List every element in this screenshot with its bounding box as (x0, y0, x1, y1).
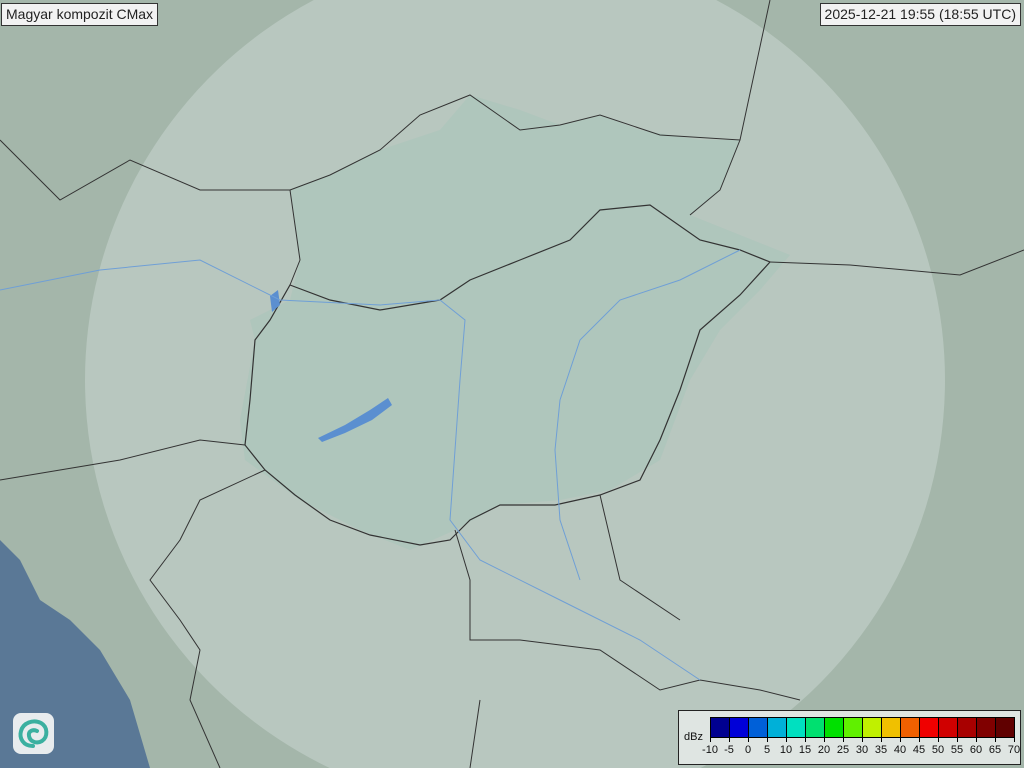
legend-unit: dBz (684, 731, 703, 743)
legend-tick-label: 45 (912, 744, 926, 756)
legend-tick-mark (767, 737, 768, 742)
lake-neusiedl (270, 290, 280, 312)
legend-swatch (882, 718, 901, 737)
hungary-border (244, 204, 772, 546)
legend-tick-mark (976, 737, 977, 742)
legend-tick-label: 15 (798, 744, 812, 756)
legend-swatch (920, 718, 939, 737)
lake-balaton (318, 398, 392, 442)
legend-tick-mark (881, 737, 882, 742)
legend-tick-label: 50 (931, 744, 945, 756)
legend-tick-label: 0 (744, 744, 752, 756)
legend-swatch (806, 718, 825, 737)
legend-swatch (901, 718, 920, 737)
legend-swatch (958, 718, 977, 737)
legend-swatch (749, 718, 768, 737)
legend-tick-label: 35 (874, 744, 888, 756)
legend-swatch (825, 718, 844, 737)
legend-tick-mark (900, 737, 901, 742)
legend-tick-mark (786, 737, 787, 742)
timestamp-label: 2025-12-21 19:55 (18:55 UTC) (819, 3, 1021, 26)
legend-tick-label: 55 (950, 744, 964, 756)
legend-tick-mark (938, 737, 939, 742)
legend-tick-label: 60 (969, 744, 983, 756)
legend-tick-label: 20 (817, 744, 831, 756)
legend-swatch (863, 718, 882, 737)
legend-tick-mark (1014, 737, 1015, 742)
hungary-region (240, 95, 790, 550)
legend-tick-mark (919, 737, 920, 742)
legend-tick-label: -5 (724, 744, 734, 756)
legend-swatch (844, 718, 863, 737)
legend-tick-mark (824, 737, 825, 742)
legend-tick-label: 70 (1007, 744, 1021, 756)
adriatic-sea (0, 540, 150, 768)
legend-swatch (711, 718, 730, 737)
legend-tick-label: 5 (763, 744, 771, 756)
legend-swatch (939, 718, 958, 737)
swirl-logo-icon (13, 713, 54, 754)
legend-tick-mark (729, 737, 730, 742)
legend-tick-label: 65 (988, 744, 1002, 756)
legend-tick-mark (995, 737, 996, 742)
legend-tick-mark (957, 737, 958, 742)
tisza-river (554, 249, 741, 581)
legend-swatch (977, 718, 996, 737)
legend-swatch (787, 718, 806, 737)
legend-tick-label: 40 (893, 744, 907, 756)
legend-tick-label: 25 (836, 744, 850, 756)
legend-swatch (996, 718, 1014, 737)
legend-ticks: -10 -5 0 5 10 15 20 25 30 35 40 45 50 55 60 65 70 (702, 737, 1020, 761)
map-title: Magyar kompozit CMax (1, 3, 159, 26)
dbz-legend: dBz -10 -5 0 5 10 15 20 25 30 35 40 45 50 55 60 65 70 (678, 710, 1021, 765)
danube-river (0, 259, 701, 681)
legend-tick-mark (805, 737, 806, 742)
legend-color-bar (710, 717, 1015, 738)
legend-swatch (768, 718, 787, 737)
legend-tick-label: 30 (855, 744, 869, 756)
legend-tick-mark (748, 737, 749, 742)
legend-tick-label: -10 (702, 744, 718, 756)
legend-tick-mark (862, 737, 863, 742)
legend-tick-label: 10 (779, 744, 793, 756)
legend-tick-mark (710, 737, 711, 742)
legend-swatch (730, 718, 749, 737)
legend-tick-mark (843, 737, 844, 742)
